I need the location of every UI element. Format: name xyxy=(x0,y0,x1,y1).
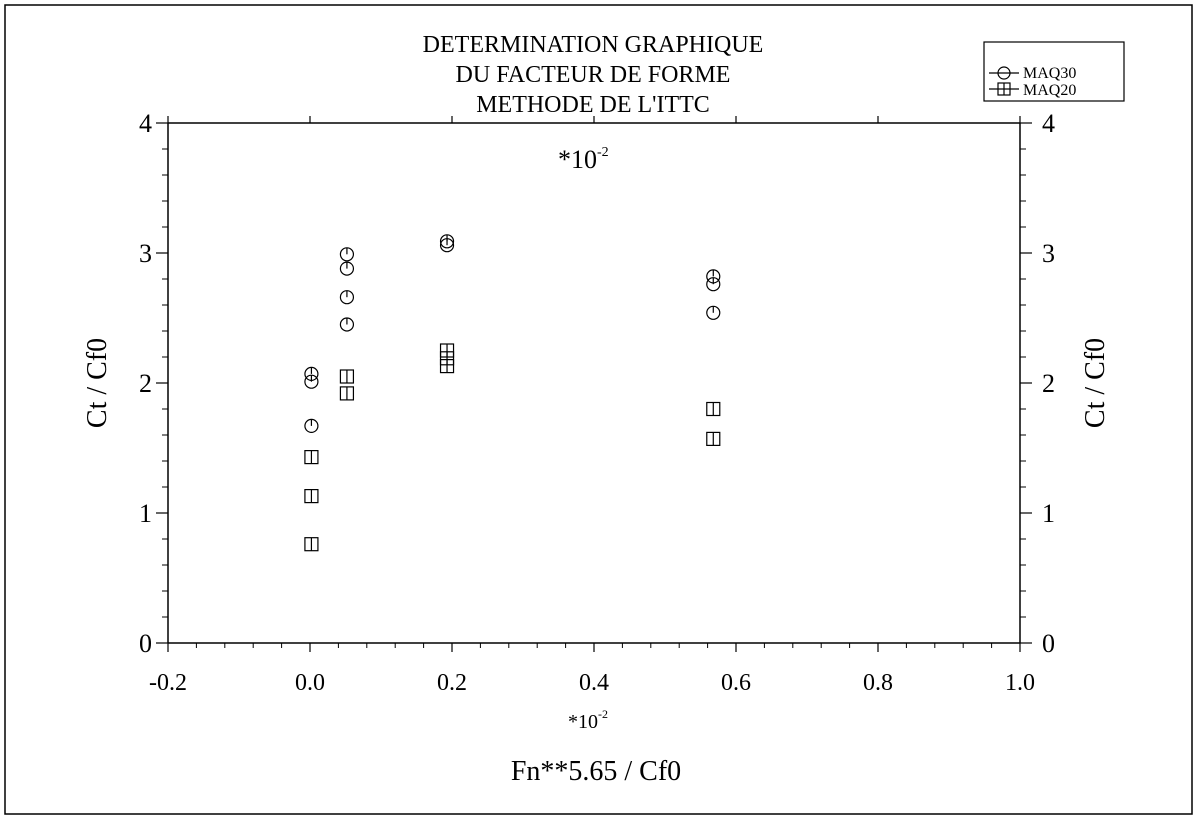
series-layer xyxy=(304,234,721,552)
y-axis-label-left: Ct / Cf0 xyxy=(82,338,113,428)
data-point-maq30 xyxy=(339,247,355,262)
data-point-maq30 xyxy=(706,277,721,292)
data-point-maq30 xyxy=(304,374,319,389)
y-axis-label-right: Ct / Cf0 xyxy=(1080,338,1111,428)
x-axis-label: Fn**5.65 / Cf0 xyxy=(511,756,681,787)
y-tick-label-left: 4 xyxy=(139,109,152,138)
data-point-maq30 xyxy=(706,305,721,320)
x-tick-label: 0.0 xyxy=(295,670,325,696)
data-point-maq20 xyxy=(439,359,455,374)
x-tick-label: -0.2 xyxy=(149,670,187,696)
y-tick-label-left: 3 xyxy=(139,239,152,268)
y-tick-label-left: 1 xyxy=(139,499,152,528)
chart-title-line-1: DETERMINATION GRAPHIQUE xyxy=(423,32,764,58)
x-axis: -0.2 0.0 0.2 0.4 0.6 0.8 1.0 xyxy=(149,116,1035,696)
y-multiplier: *10-2 xyxy=(558,145,609,174)
y-tick-label-left: 0 xyxy=(139,629,152,658)
x-tick-label: 0.8 xyxy=(863,670,893,696)
legend-label-maq20: MAQ20 xyxy=(1023,82,1076,99)
x-multiplier-base: *10 xyxy=(568,711,598,733)
legend-box xyxy=(983,41,1125,102)
y-multiplier-base: *10 xyxy=(558,145,597,174)
y-multiplier-exponent: -2 xyxy=(597,145,609,160)
data-point-maq20 xyxy=(304,537,319,552)
chart-title-line-2: DU FACTEUR DE FORME xyxy=(456,62,731,88)
x-tick-label: 0.4 xyxy=(579,670,609,696)
data-point-maq30 xyxy=(304,418,319,433)
data-point-maq30 xyxy=(339,317,355,332)
x-tick-label: 1.0 xyxy=(1005,670,1035,696)
y-tick-label-right: 1 xyxy=(1042,499,1055,528)
legend-label-maq30: MAQ30 xyxy=(1023,65,1076,82)
y-axis-right: 0 1 2 3 4 xyxy=(1020,109,1055,658)
legend-marker-maq30 xyxy=(997,66,1011,80)
x-multiplier: *10-2 xyxy=(568,707,608,733)
legend: MAQ30 MAQ20 xyxy=(983,41,1125,102)
y-tick-label-right: 0 xyxy=(1042,629,1055,658)
data-point-maq30 xyxy=(339,290,355,305)
x-multiplier-exponent: -2 xyxy=(598,707,608,721)
data-point-maq30 xyxy=(339,261,355,276)
chart-frame xyxy=(4,4,1193,815)
data-point-maq20 xyxy=(706,431,721,446)
data-point-maq30 xyxy=(439,238,455,253)
chart-title-line-3: METHODE DE L'ITTC xyxy=(476,92,710,118)
y-tick-label-right: 4 xyxy=(1042,109,1055,138)
x-tick-label: 0.2 xyxy=(437,670,467,696)
y-tick-label-right: 3 xyxy=(1042,239,1055,268)
series-maq30 xyxy=(304,234,721,433)
plot-area xyxy=(167,122,1021,644)
series-maq20 xyxy=(304,343,721,552)
data-point-maq20 xyxy=(304,450,319,465)
y-tick-label-right: 2 xyxy=(1042,369,1055,398)
y-axis-left: 0 1 2 3 4 xyxy=(139,109,168,658)
data-point-maq20 xyxy=(339,369,355,384)
y-tick-label-left: 2 xyxy=(139,369,152,398)
data-point-maq20 xyxy=(304,489,319,504)
data-point-maq20 xyxy=(339,386,355,401)
data-point-maq20 xyxy=(706,401,721,417)
x-tick-label: 0.6 xyxy=(721,670,751,696)
